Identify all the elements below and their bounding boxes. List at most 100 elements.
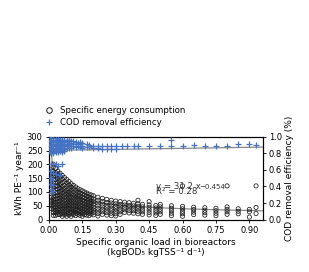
Point: [95, 206, 100, 211]
Point: [169, 203, 174, 208]
Point: [109, 144, 114, 148]
Point: [136, 209, 141, 214]
Point: [89, 193, 94, 197]
Point: [87, 200, 91, 205]
Point: [49, 151, 53, 156]
Point: [60, 194, 65, 199]
Point: [75, 210, 80, 214]
Point: [66, 179, 71, 184]
Point: [53, 162, 58, 166]
Point: [48, 150, 53, 154]
Point: [136, 212, 141, 216]
Point: [60, 206, 65, 211]
Point: [60, 143, 65, 147]
Point: [87, 209, 91, 213]
Point: [53, 211, 58, 215]
Point: [49, 172, 53, 176]
Point: [104, 144, 109, 148]
Point: [247, 215, 252, 219]
Point: [55, 143, 60, 148]
Point: [75, 190, 80, 194]
Point: [87, 211, 91, 215]
Point: [57, 144, 62, 149]
Point: [180, 144, 185, 149]
Point: [64, 214, 69, 218]
Point: [53, 203, 58, 207]
Point: [66, 210, 71, 215]
Point: [87, 203, 91, 208]
Point: [147, 205, 152, 210]
Point: [100, 212, 105, 217]
Point: [49, 191, 53, 196]
Point: [100, 146, 105, 151]
Point: [75, 212, 80, 217]
Point: [75, 193, 80, 197]
Point: [214, 214, 218, 218]
Point: [95, 144, 100, 148]
Point: [71, 205, 76, 209]
Point: [80, 201, 85, 205]
Point: [49, 176, 53, 180]
Point: [87, 198, 91, 202]
Point: [53, 136, 58, 140]
Point: [64, 212, 69, 216]
Point: [49, 187, 53, 191]
Point: [55, 147, 60, 152]
Point: [75, 143, 80, 148]
Point: [64, 139, 69, 143]
Point: [158, 205, 163, 209]
Point: [57, 196, 62, 200]
Point: [55, 138, 60, 142]
Point: [55, 177, 60, 181]
Point: [51, 186, 56, 190]
Point: [214, 211, 218, 215]
Point: [247, 207, 252, 212]
Point: [57, 207, 62, 212]
Point: [91, 146, 96, 150]
Point: [64, 141, 69, 146]
Point: [158, 210, 163, 214]
Point: [66, 208, 71, 212]
Point: [78, 203, 83, 207]
Point: [84, 145, 89, 149]
Point: [48, 143, 53, 147]
Point: [55, 150, 60, 155]
Point: [51, 169, 56, 174]
Point: [91, 197, 96, 201]
Point: [73, 200, 78, 205]
Point: [71, 141, 76, 146]
Point: [60, 200, 65, 205]
Point: [100, 144, 105, 148]
Point: [71, 199, 76, 203]
Point: [60, 147, 65, 151]
Point: [82, 190, 87, 194]
Point: [73, 194, 78, 199]
Point: [60, 209, 65, 213]
Point: [89, 209, 94, 214]
Point: [104, 213, 109, 217]
Point: [131, 211, 136, 215]
Point: [89, 207, 94, 211]
Point: [104, 146, 109, 151]
Point: [82, 193, 87, 197]
Point: [48, 147, 53, 151]
Point: [57, 205, 62, 209]
Point: [57, 143, 62, 147]
Point: [153, 208, 158, 213]
Point: [51, 165, 56, 169]
Point: [113, 207, 118, 211]
Point: [95, 211, 100, 216]
Point: [48, 137, 53, 142]
Point: [64, 200, 69, 205]
Point: [64, 194, 69, 199]
Point: [51, 148, 56, 153]
Point: [89, 204, 94, 209]
Point: [60, 180, 65, 185]
Point: [55, 212, 60, 217]
Point: [55, 196, 60, 201]
Point: [95, 203, 100, 208]
Point: [57, 178, 62, 183]
Point: [66, 190, 71, 194]
Point: [51, 213, 56, 218]
Point: [73, 191, 78, 196]
